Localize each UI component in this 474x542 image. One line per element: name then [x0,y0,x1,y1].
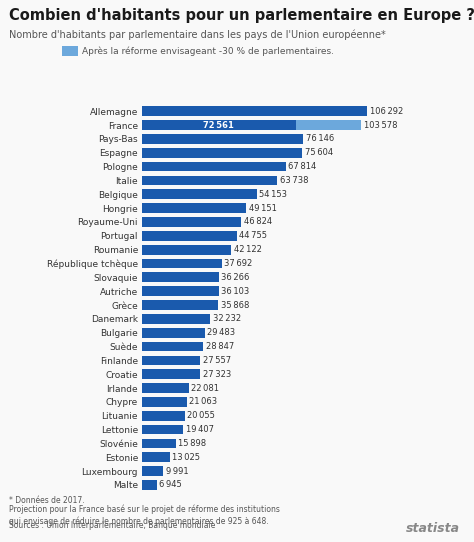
Bar [142,148,302,158]
Text: 44 755: 44 755 [239,231,267,240]
Text: 75 604: 75 604 [305,149,333,157]
Text: 72 561: 72 561 [203,121,234,130]
Bar [142,466,164,476]
Text: 54 153: 54 153 [259,190,287,199]
Text: 103 578: 103 578 [364,121,397,130]
Text: 21 063: 21 063 [189,397,218,406]
Text: 67 814: 67 814 [288,162,317,171]
Bar [142,383,189,393]
Bar [142,341,203,351]
Bar [142,231,237,241]
Text: 32 232: 32 232 [213,314,241,324]
Bar [142,134,303,144]
Bar [142,369,200,379]
Text: 15 898: 15 898 [178,439,207,448]
Bar [142,425,183,434]
Bar [142,480,157,490]
Bar [142,203,246,213]
Bar [296,120,361,130]
Bar [142,286,219,296]
Text: 20 055: 20 055 [187,411,215,420]
Bar [142,245,231,255]
Text: 36 103: 36 103 [221,287,249,296]
Text: 19 407: 19 407 [186,425,214,434]
Bar [142,176,277,185]
Text: Nombre d'habitants par parlementaire dans les pays de l'Union européenne*: Nombre d'habitants par parlementaire dan… [9,30,386,40]
Text: Combien d'habitants pour un parlementaire en Europe ?: Combien d'habitants pour un parlementair… [9,8,474,23]
Text: 27 557: 27 557 [203,356,231,365]
Text: statista: statista [406,522,460,535]
Bar [142,314,210,324]
Text: 9 991: 9 991 [166,467,189,475]
Bar [142,106,367,116]
Bar [142,162,286,171]
Text: 49 151: 49 151 [249,204,276,212]
Bar [142,217,241,227]
Text: 27 323: 27 323 [202,370,231,379]
Text: 22 081: 22 081 [191,384,219,392]
Bar [142,411,184,421]
Text: Sources : Union Interparlementaire, Banque mondiale: Sources : Union Interparlementaire, Banq… [9,521,216,531]
Text: 35 868: 35 868 [220,300,249,309]
Text: 106 292: 106 292 [370,107,403,116]
Text: * Données de 2017.: * Données de 2017. [9,496,85,505]
Text: 42 122: 42 122 [234,245,262,254]
Bar [142,120,296,130]
Bar [142,328,205,338]
Bar [142,438,176,448]
Text: 37 692: 37 692 [225,259,253,268]
Text: 76 146: 76 146 [306,134,334,144]
Text: 13 025: 13 025 [172,453,201,462]
Bar [142,397,187,406]
Bar [142,259,222,268]
Bar [142,356,201,365]
Bar [142,300,218,310]
Text: 28 847: 28 847 [206,342,234,351]
Text: 29 483: 29 483 [207,328,235,337]
Bar [142,453,170,462]
Text: 36 266: 36 266 [221,273,250,282]
Text: 46 824: 46 824 [244,217,272,227]
Bar [142,273,219,282]
Text: 63 738: 63 738 [280,176,308,185]
Bar [142,190,257,199]
Text: Après la réforme envisageant -30 % de parlementaires.: Après la réforme envisageant -30 % de pa… [82,46,334,56]
Text: 6 945: 6 945 [159,480,182,489]
Text: Projection pour la France basé sur le projet de réforme des institutions
qui env: Projection pour la France basé sur le pr… [9,504,280,526]
